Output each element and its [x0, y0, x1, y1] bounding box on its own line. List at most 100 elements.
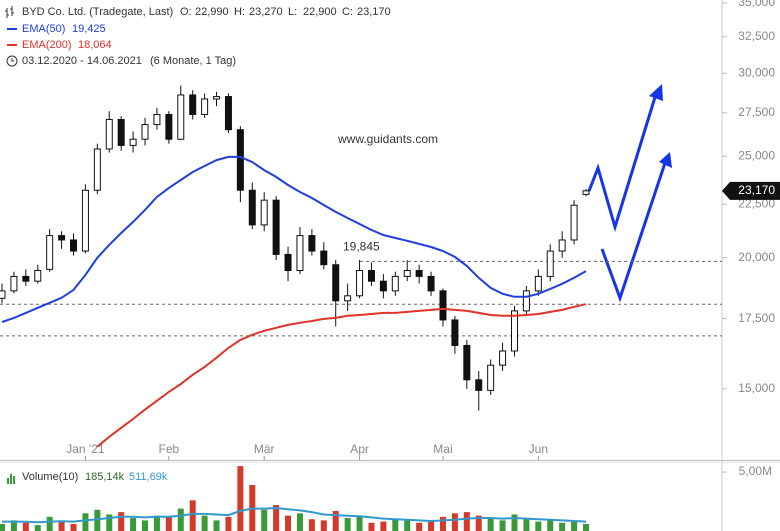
- arrows: [587, 93, 668, 303]
- legend-value: 19,425: [72, 23, 106, 35]
- candle-body: [534, 275, 542, 292]
- volume-bar: [463, 512, 470, 531]
- volume-bar: [499, 520, 506, 531]
- volume-bar: [189, 500, 196, 531]
- candle-body: [153, 113, 161, 126]
- volume-icon: [7, 474, 15, 484]
- volume-bar: [380, 521, 387, 531]
- x-tick-label: Mär: [254, 442, 275, 456]
- volume-bar: [0, 523, 5, 531]
- y-tick-label: 17,500: [738, 311, 775, 325]
- candle-body: [105, 118, 113, 150]
- watermark: www.guidants.com: [337, 132, 438, 146]
- y-tick-label: 30,000: [738, 65, 775, 79]
- volume-bar: [320, 520, 327, 531]
- volume-bar: [94, 509, 101, 531]
- volume-bar: [201, 515, 208, 531]
- candle-body: [570, 204, 578, 241]
- y-tick-label: 32,500: [738, 29, 775, 43]
- candle-body: [582, 190, 590, 195]
- candle-body: [224, 96, 232, 131]
- candle-body: [129, 138, 137, 146]
- x-tick-label: Mai: [433, 442, 452, 456]
- header-icons: [5, 6, 18, 484]
- arrow-head: [649, 84, 663, 101]
- quote-name: O:: [180, 6, 192, 18]
- candle-body: [499, 350, 507, 366]
- volume-bar: [308, 519, 315, 531]
- quote-value: 23,170: [357, 6, 391, 18]
- legend-label: EMA(50): [22, 23, 65, 35]
- candle-body: [10, 275, 18, 292]
- candle-body: [141, 124, 149, 140]
- candle-body: [236, 129, 244, 191]
- volume-bar: [428, 521, 435, 531]
- volume-bar: [404, 520, 411, 531]
- quote-value: 23,270: [249, 6, 283, 18]
- volume-title: Volume(10): [22, 471, 78, 483]
- volume-bar: [511, 514, 518, 531]
- volume-bar: [130, 518, 137, 531]
- volume-bar: [523, 519, 530, 531]
- volume-bar: [356, 516, 363, 531]
- candle-body: [22, 275, 30, 282]
- price-marker-label: 23,170: [738, 183, 775, 197]
- y-tick-label: 27,500: [738, 105, 775, 119]
- candle-body: [201, 98, 209, 115]
- volume-bar: [213, 520, 220, 531]
- volume-bar: [416, 522, 423, 531]
- volume-bar: [165, 516, 172, 531]
- y-tick-label: 5,00M: [739, 464, 772, 478]
- candle-icon: [5, 6, 14, 18]
- volume-bar: [70, 523, 77, 531]
- period: 03.12.2020 - 14.06.2021: [22, 55, 142, 67]
- candle-body: [284, 253, 292, 272]
- candle-body: [475, 379, 483, 391]
- candle-body: [34, 270, 42, 282]
- candle-body: [117, 118, 125, 146]
- volume-bar: [177, 508, 184, 531]
- volume-bar: [583, 523, 589, 531]
- volume-bar: [392, 519, 399, 531]
- y-tick-label: 20,000: [738, 250, 775, 264]
- candle-body: [165, 113, 173, 140]
- clock-icon: [11, 58, 14, 62]
- x-tick-label: Feb: [159, 442, 180, 456]
- volume-value: 185,14k: [85, 471, 125, 483]
- arrow-head: [659, 152, 672, 168]
- candle-body: [451, 319, 459, 346]
- volume-bar: [225, 516, 232, 531]
- volume-bar: [535, 521, 542, 531]
- volume-bar: [571, 521, 578, 531]
- volume-bar: [22, 522, 29, 531]
- quote-value: 22,900: [303, 6, 337, 18]
- volume-bar: [106, 514, 113, 531]
- candle-body: [320, 250, 328, 266]
- volume-average: [2, 506, 587, 524]
- candle-body: [296, 235, 304, 272]
- candle-body: [415, 270, 423, 277]
- volume-bar: [439, 516, 446, 531]
- candle-body: [332, 264, 340, 302]
- candle-body: [189, 94, 197, 115]
- quote-name: L:: [288, 6, 297, 18]
- y-tick-label: 25,000: [738, 148, 775, 162]
- volume-bar: [487, 518, 494, 531]
- candle-body: [213, 96, 221, 100]
- y-tick-label: 15,000: [738, 381, 775, 395]
- quote-name: C:: [342, 6, 353, 18]
- ema-line: [1, 155, 587, 323]
- arrow: [587, 93, 658, 233]
- volume-bar: [547, 520, 554, 531]
- x-tick-label: Apr: [350, 442, 369, 456]
- chart-title: BYD Co. Ltd. (Tradegate, Last): [22, 6, 173, 18]
- volume-bar: [475, 515, 482, 531]
- volume-bar: [285, 515, 292, 531]
- volume-bar: [559, 522, 566, 531]
- volume-average-value: 511,69k: [129, 471, 168, 483]
- volume-bar: [273, 505, 280, 531]
- volume-bar: [142, 520, 149, 531]
- legend-value: 18,064: [78, 39, 112, 51]
- quote-name: H:: [234, 6, 245, 18]
- volume-bar: [368, 522, 375, 531]
